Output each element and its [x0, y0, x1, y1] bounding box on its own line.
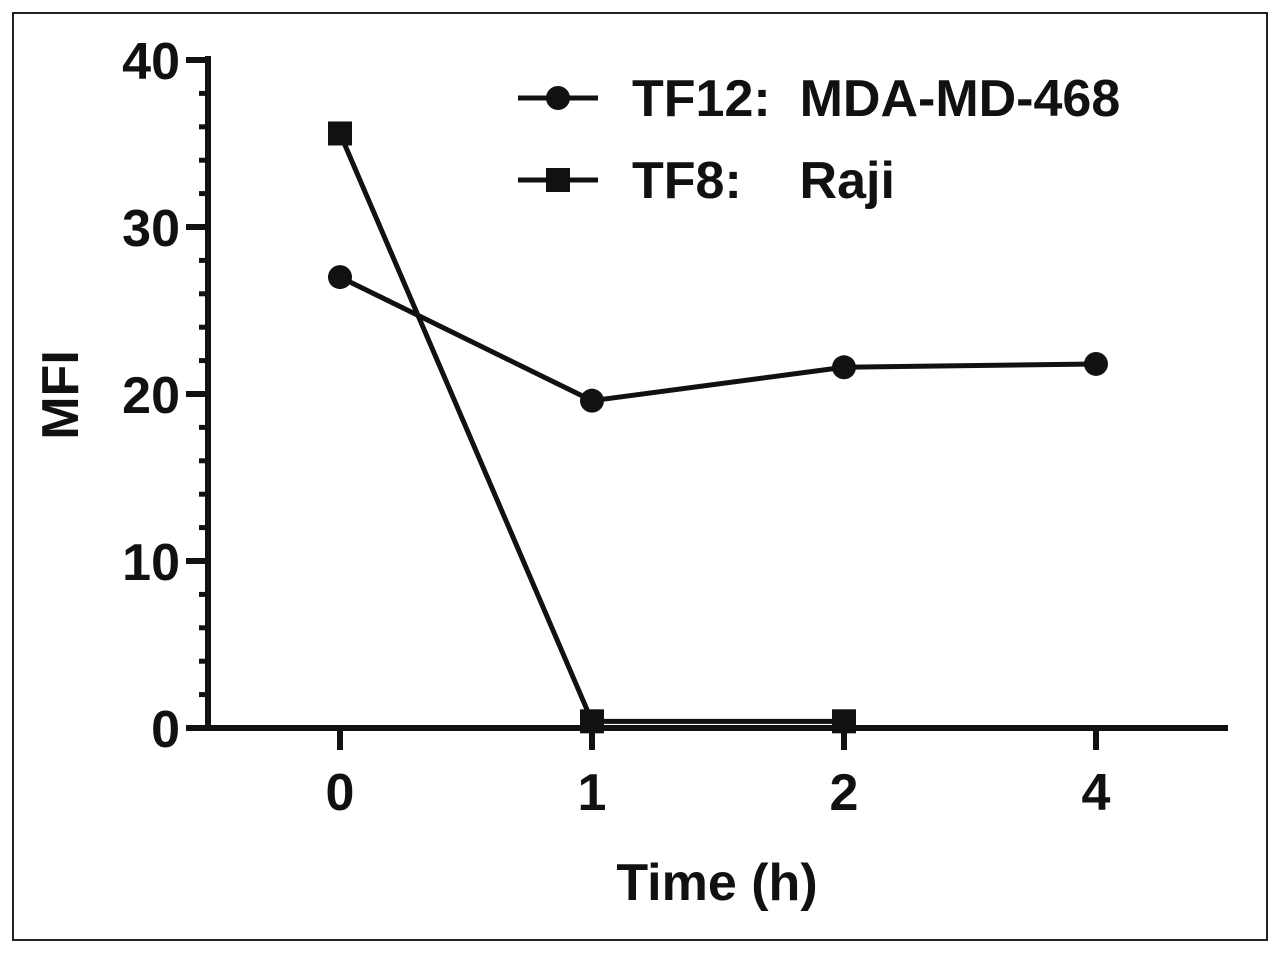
legend-marker-circle — [546, 86, 570, 110]
y-tick-label: 40 — [122, 33, 180, 91]
series-1-point — [580, 388, 604, 413]
series-2-point — [328, 121, 352, 146]
x-tick-label: 0 — [326, 764, 355, 822]
series-1-point — [328, 265, 352, 290]
x-tick-label: 1 — [578, 764, 607, 822]
chart-frame — [12, 12, 1268, 941]
x-tick-label: 4 — [1082, 764, 1111, 822]
series-2-point — [580, 709, 604, 734]
y-tick-label: 30 — [122, 200, 180, 258]
legend-label: TF8: Raji — [632, 152, 895, 210]
series-1-point — [832, 355, 856, 380]
y-axis-label: MFI — [32, 350, 90, 440]
y-tick-label: 20 — [122, 367, 180, 425]
series-2-line — [337, 132, 844, 724]
x-tick-label: 2 — [830, 764, 859, 822]
legend: TF12: MDA-MD-468 TF8: Raji — [518, 70, 1120, 210]
series-2-point — [832, 709, 856, 734]
legend-label: TF12: MDA-MD-468 — [632, 70, 1120, 128]
series-1-point — [1084, 351, 1108, 376]
series-1-line — [338, 274, 1097, 404]
y-tick-label: 0 — [151, 701, 180, 759]
axes-group: 0 10 20 30 40 0 1 2 4 — [122, 33, 1228, 822]
x-axis-label: Time (h) — [616, 854, 817, 912]
series-group — [328, 121, 1108, 734]
legend-marker-square — [546, 168, 570, 192]
y-tick-label: 10 — [122, 534, 180, 592]
